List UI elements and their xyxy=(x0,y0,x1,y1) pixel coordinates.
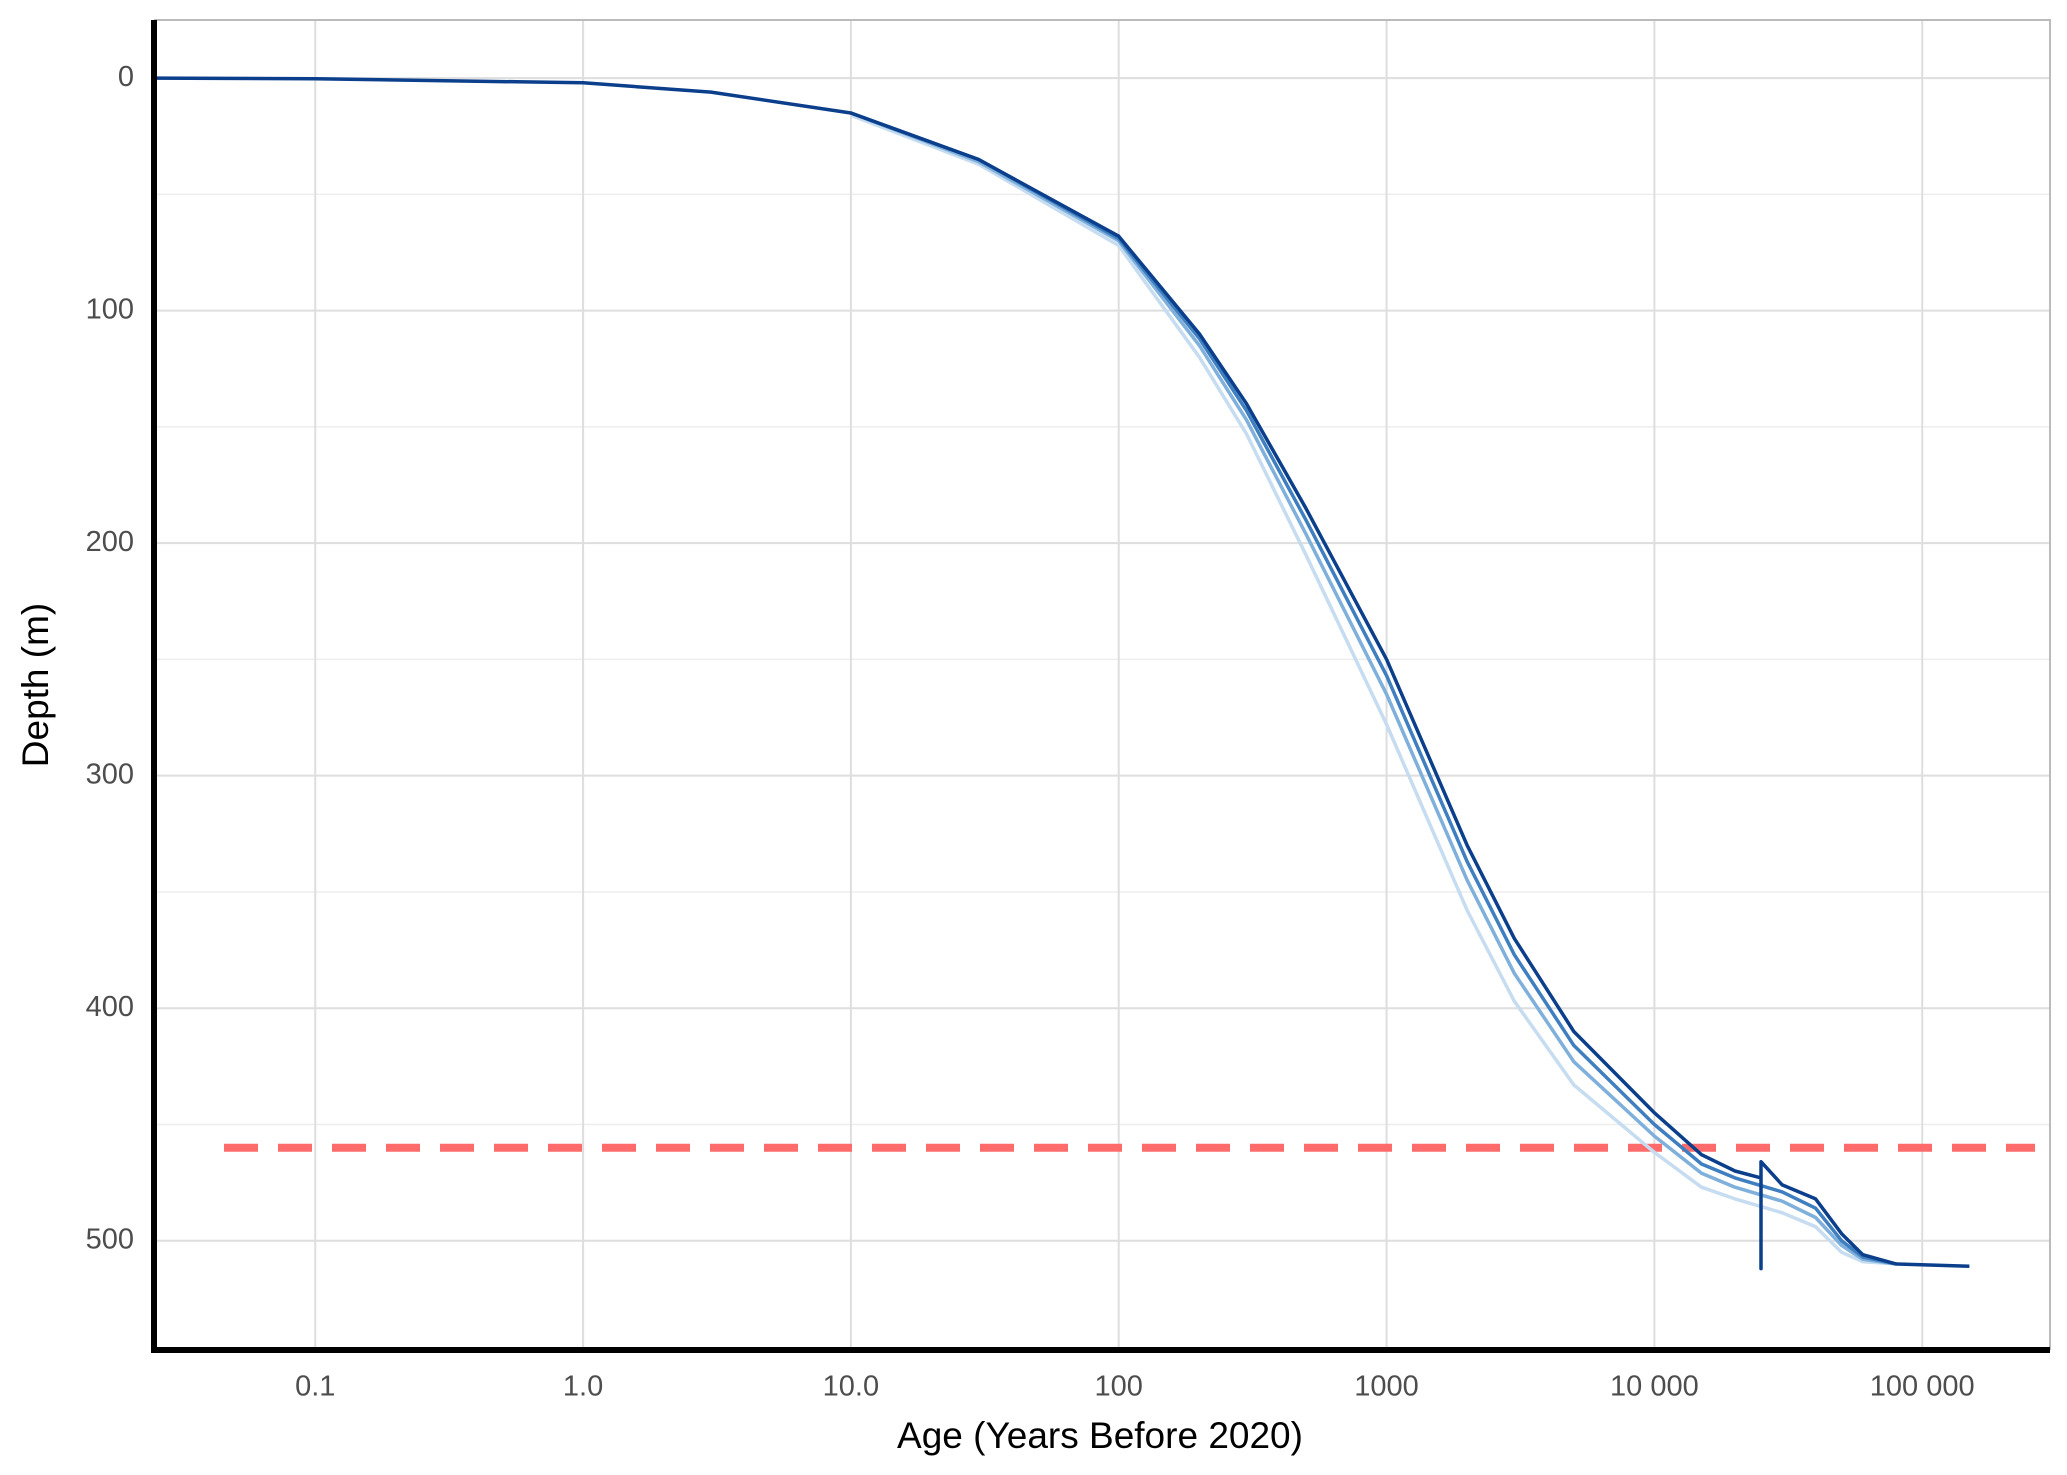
y-tick-label: 500 xyxy=(86,1223,134,1255)
x-tick-label: 1000 xyxy=(1354,1371,1419,1403)
x-tick-label: 1.0 xyxy=(563,1371,603,1403)
panel-border xyxy=(154,19,2051,1350)
series-line xyxy=(850,111,1897,1266)
y-tick-label: 400 xyxy=(86,991,134,1023)
x-axis-title: Age (Years Before 2020) xyxy=(897,1415,1303,1456)
y-tick-label: 0 xyxy=(118,61,134,93)
y-axis-title: Depth (m) xyxy=(15,603,56,767)
x-tick-label: 0.1 xyxy=(295,1371,335,1403)
series-line xyxy=(850,111,1897,1266)
x-tick-label: 10 000 xyxy=(1610,1371,1699,1403)
y-tick-label: 100 xyxy=(86,293,134,325)
x-tick-label: 100 xyxy=(1095,1371,1143,1403)
x-tick-label: 100 000 xyxy=(1870,1371,1975,1403)
y-tick-label: 200 xyxy=(86,526,134,558)
y-tick-label: 300 xyxy=(86,758,134,790)
series-line xyxy=(153,76,1970,1271)
x-tick-label: 10.0 xyxy=(823,1371,879,1403)
series-line xyxy=(850,113,1897,1266)
